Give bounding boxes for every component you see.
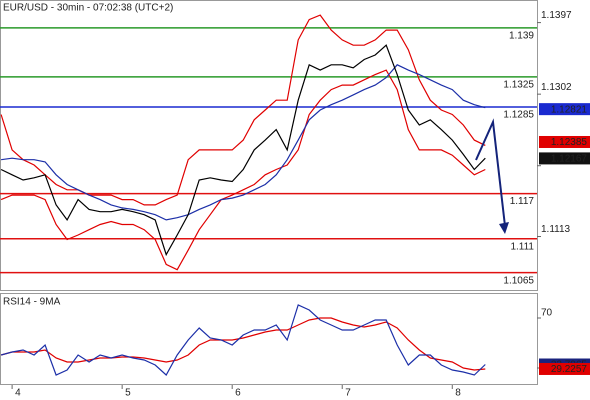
series-line <box>0 44 486 257</box>
price-badge <box>539 135 590 148</box>
forecast-arrow <box>475 118 506 227</box>
level-label: 1.117 <box>510 196 535 207</box>
price-title: EUR/USD - 30min - 07:02:38 (UTC+2) <box>3 3 173 14</box>
y-tick-label: 1.1302 <box>541 82 572 93</box>
level-label: 1.1325 <box>503 79 534 90</box>
x-tick-label: 7 <box>345 388 351 399</box>
price-badge <box>539 152 590 165</box>
price-badge-label: 1.12821 <box>551 104 588 115</box>
level-label: 1.1065 <box>503 275 534 286</box>
forecast-arrowhead <box>499 222 509 234</box>
series-line <box>0 304 486 376</box>
level-label: 1.1285 <box>503 110 534 121</box>
x-tick-label: 6 <box>235 388 241 399</box>
x-tick-label: 8 <box>455 388 461 399</box>
y-tick-label: 70 <box>541 308 553 319</box>
series-line <box>1 64 486 221</box>
price-badge <box>539 103 590 116</box>
plot-layer: 1.139 1.1325 1.1285 1.117 1.111 1.1065 1.1397 1… <box>0 10 590 399</box>
series-line <box>0 69 486 271</box>
x-tick-label: 4 <box>15 388 21 399</box>
rsi-panel-frame <box>0 293 538 385</box>
x-tick-label: 5 <box>125 388 131 399</box>
level-label: 1.139 <box>509 31 534 42</box>
y-tick-label: 1.1397 <box>541 10 572 21</box>
price-badge-label: 29.2257 <box>551 364 588 375</box>
level-label: 1.111 <box>510 241 534 252</box>
y-tick-label: 1.1113 <box>541 224 571 235</box>
price-panel-frame <box>0 0 538 291</box>
series-line <box>0 317 486 371</box>
rsi-title: RSI14 - 9MA <box>3 297 61 308</box>
price-badge <box>539 362 590 375</box>
price-badge-label: 1.12385 <box>551 137 588 148</box>
price-badge-label: 1.12167 <box>551 154 588 165</box>
